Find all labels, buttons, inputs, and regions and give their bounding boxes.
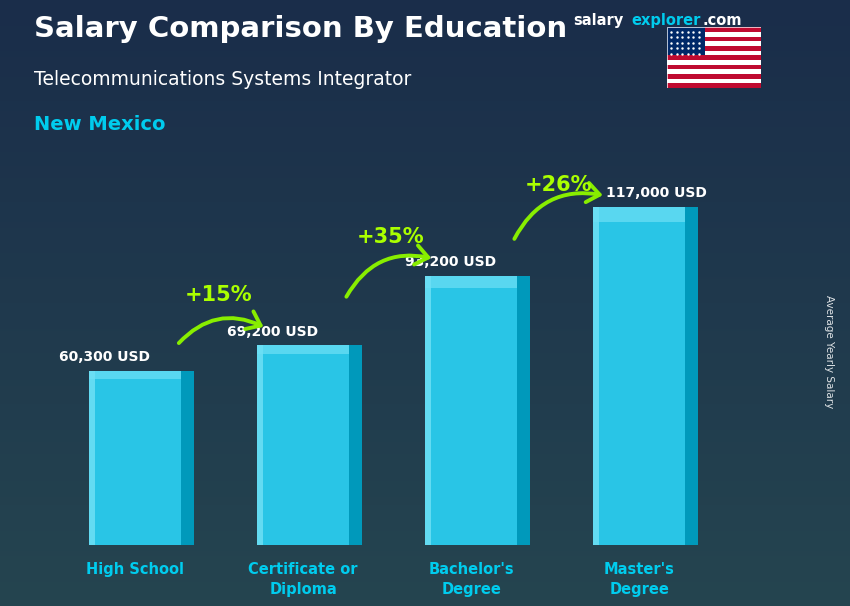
Text: +35%: +35% — [357, 227, 424, 247]
Bar — [88, 371, 95, 545]
Text: salary: salary — [574, 13, 624, 28]
Bar — [667, 69, 761, 74]
Text: 93,200 USD: 93,200 USD — [405, 255, 496, 269]
Text: 69,200 USD: 69,200 USD — [227, 325, 318, 339]
Bar — [425, 276, 518, 288]
Bar — [88, 371, 181, 545]
Bar — [667, 32, 761, 36]
Bar — [425, 276, 518, 545]
Text: .com: .com — [702, 13, 741, 28]
FancyArrowPatch shape — [346, 245, 428, 297]
Bar — [685, 207, 699, 545]
Bar — [257, 345, 264, 545]
Bar — [667, 79, 761, 83]
Bar — [667, 27, 705, 55]
Bar — [593, 207, 685, 222]
Text: 60,300 USD: 60,300 USD — [60, 350, 150, 364]
Text: +26%: +26% — [524, 175, 592, 195]
Bar — [667, 60, 761, 65]
Bar — [667, 83, 761, 88]
Bar — [667, 46, 761, 50]
Bar — [257, 345, 349, 545]
Bar — [667, 74, 761, 79]
Bar — [667, 65, 761, 69]
Bar — [667, 50, 761, 55]
FancyArrowPatch shape — [178, 311, 261, 343]
Bar — [593, 207, 599, 545]
Text: 117,000 USD: 117,000 USD — [605, 187, 706, 201]
Text: +15%: +15% — [185, 285, 252, 305]
Bar — [667, 36, 761, 41]
Text: Telecommunications Systems Integrator: Telecommunications Systems Integrator — [34, 70, 411, 88]
FancyArrowPatch shape — [514, 183, 599, 239]
Bar — [88, 371, 181, 379]
Text: Average Yearly Salary: Average Yearly Salary — [824, 295, 834, 408]
Text: New Mexico: New Mexico — [34, 115, 166, 134]
Bar — [425, 276, 431, 545]
Bar — [667, 55, 761, 60]
Bar — [349, 345, 362, 545]
Text: explorer: explorer — [632, 13, 701, 28]
Bar — [593, 207, 685, 545]
Bar — [667, 27, 761, 32]
Bar — [257, 345, 349, 355]
Bar — [667, 41, 761, 46]
Text: Salary Comparison By Education: Salary Comparison By Education — [34, 15, 567, 43]
Bar — [181, 371, 194, 545]
Bar — [518, 276, 530, 545]
